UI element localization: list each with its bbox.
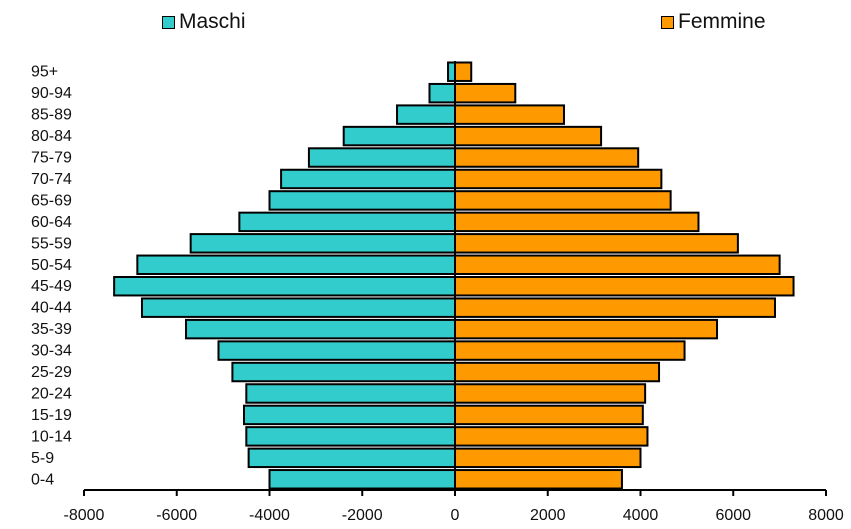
axes-group [84,61,826,491]
bar-maschi-70-74 [280,168,456,190]
y-tick-label: 40-44 [31,300,72,317]
y-ticks-group: 0-4 5-9 10-14 15-19 20-24 25-29 30-34 35-39 40-4… [31,64,72,489]
bar-femmine-60-64 [454,211,700,233]
bar-maschi-20-24 [245,383,456,404]
bar-femmine-20-24 [454,383,647,404]
bar-maschi-10-14 [245,426,456,447]
bar-femmine-75-79 [454,147,640,168]
y-tick-label: 75-79 [31,150,72,167]
bar-maschi-60-64 [238,211,456,233]
legend-swatch-femmine [661,15,674,29]
bar-maschi-50-54 [136,254,457,276]
legend-swatch-maschi [162,15,175,29]
y-tick-label: 60-64 [31,214,72,231]
bar-maschi-0-4 [268,469,456,490]
y-tick-label: 35-39 [31,321,72,338]
y-tick-label: 65-69 [31,192,72,209]
bar-maschi-65-69 [268,190,456,211]
y-tick-label: 30-34 [31,343,72,360]
y-tick-label: 55-59 [31,235,72,252]
bar-femmine-65-69 [454,190,672,211]
bar-femmine-15-19 [454,404,644,426]
bar-femmine-95+ [454,61,473,82]
bar-maschi-15-19 [242,404,456,426]
y-tick-label: 50-54 [31,257,72,274]
y-tick-label: 95+ [31,64,58,81]
bar-femmine-45-49 [454,276,795,297]
x-tick-label: 8000 [808,507,844,524]
x-tick-label: -4000 [249,507,290,524]
legend-maschi: Maschi [162,10,246,34]
legend-femmine: Femmine [661,10,766,34]
bar-maschi-85-89 [396,104,456,125]
y-tick-label: 20-24 [31,385,72,402]
bar-femmine-5-9 [454,447,642,469]
bar-maschi-45-49 [113,276,457,297]
bar-maschi-80-84 [342,125,457,147]
bar-femmine-0-4 [454,469,623,490]
bar-femmine-85-89 [454,104,565,125]
bar-femmine-70-74 [454,168,663,190]
bar-femmine-55-59 [454,233,739,254]
legend-label-femmine: Femmine [678,10,766,33]
x-tick-label: 6000 [715,507,751,524]
bar-maschi-55-59 [189,233,456,254]
y-tick-label: 0-4 [31,471,54,488]
bar-femmine-10-14 [454,426,649,447]
y-tick-label: 85-89 [31,107,72,124]
x-tick-label: 2000 [530,507,566,524]
bar-femmine-80-84 [454,125,603,147]
y-tick-label: 80-84 [31,128,72,145]
bar-femmine-90-94 [454,82,517,104]
bar-femmine-25-29 [454,361,661,383]
bars-group [113,61,795,490]
bar-femmine-35-39 [454,318,719,340]
y-tick-label: 15-19 [31,407,72,424]
bar-femmine-30-34 [454,340,686,361]
y-tick-label: 70-74 [31,171,72,188]
x-tick-label: -6000 [156,507,197,524]
x-tick-label: 4000 [623,507,659,524]
y-tick-label: 10-14 [31,428,72,445]
x-tick-label: -2000 [342,507,383,524]
y-tick-label: 5-9 [31,450,54,467]
bar-maschi-90-94 [428,82,456,104]
bar-maschi-30-34 [217,340,456,361]
bar-maschi-5-9 [247,447,456,469]
bar-maschi-95+ [447,61,457,82]
x-tick-label: -8000 [64,507,105,524]
y-tick-label: 45-49 [31,278,72,295]
legend-label-maschi: Maschi [179,10,246,33]
bar-maschi-40-44 [140,297,456,318]
bar-maschi-25-29 [231,361,456,383]
x-ticks-group: -8000 -6000 -4000 -2000 0 2000 4000 6000 8000 [64,490,844,524]
bar-femmine-40-44 [454,297,776,318]
bar-maschi-75-79 [307,147,457,168]
bar-maschi-35-39 [185,318,456,340]
bar-femmine-50-54 [454,254,781,276]
x-tick-label: 0 [451,507,460,524]
y-tick-label: 90-94 [31,85,72,102]
y-tick-label: 25-29 [31,364,72,381]
